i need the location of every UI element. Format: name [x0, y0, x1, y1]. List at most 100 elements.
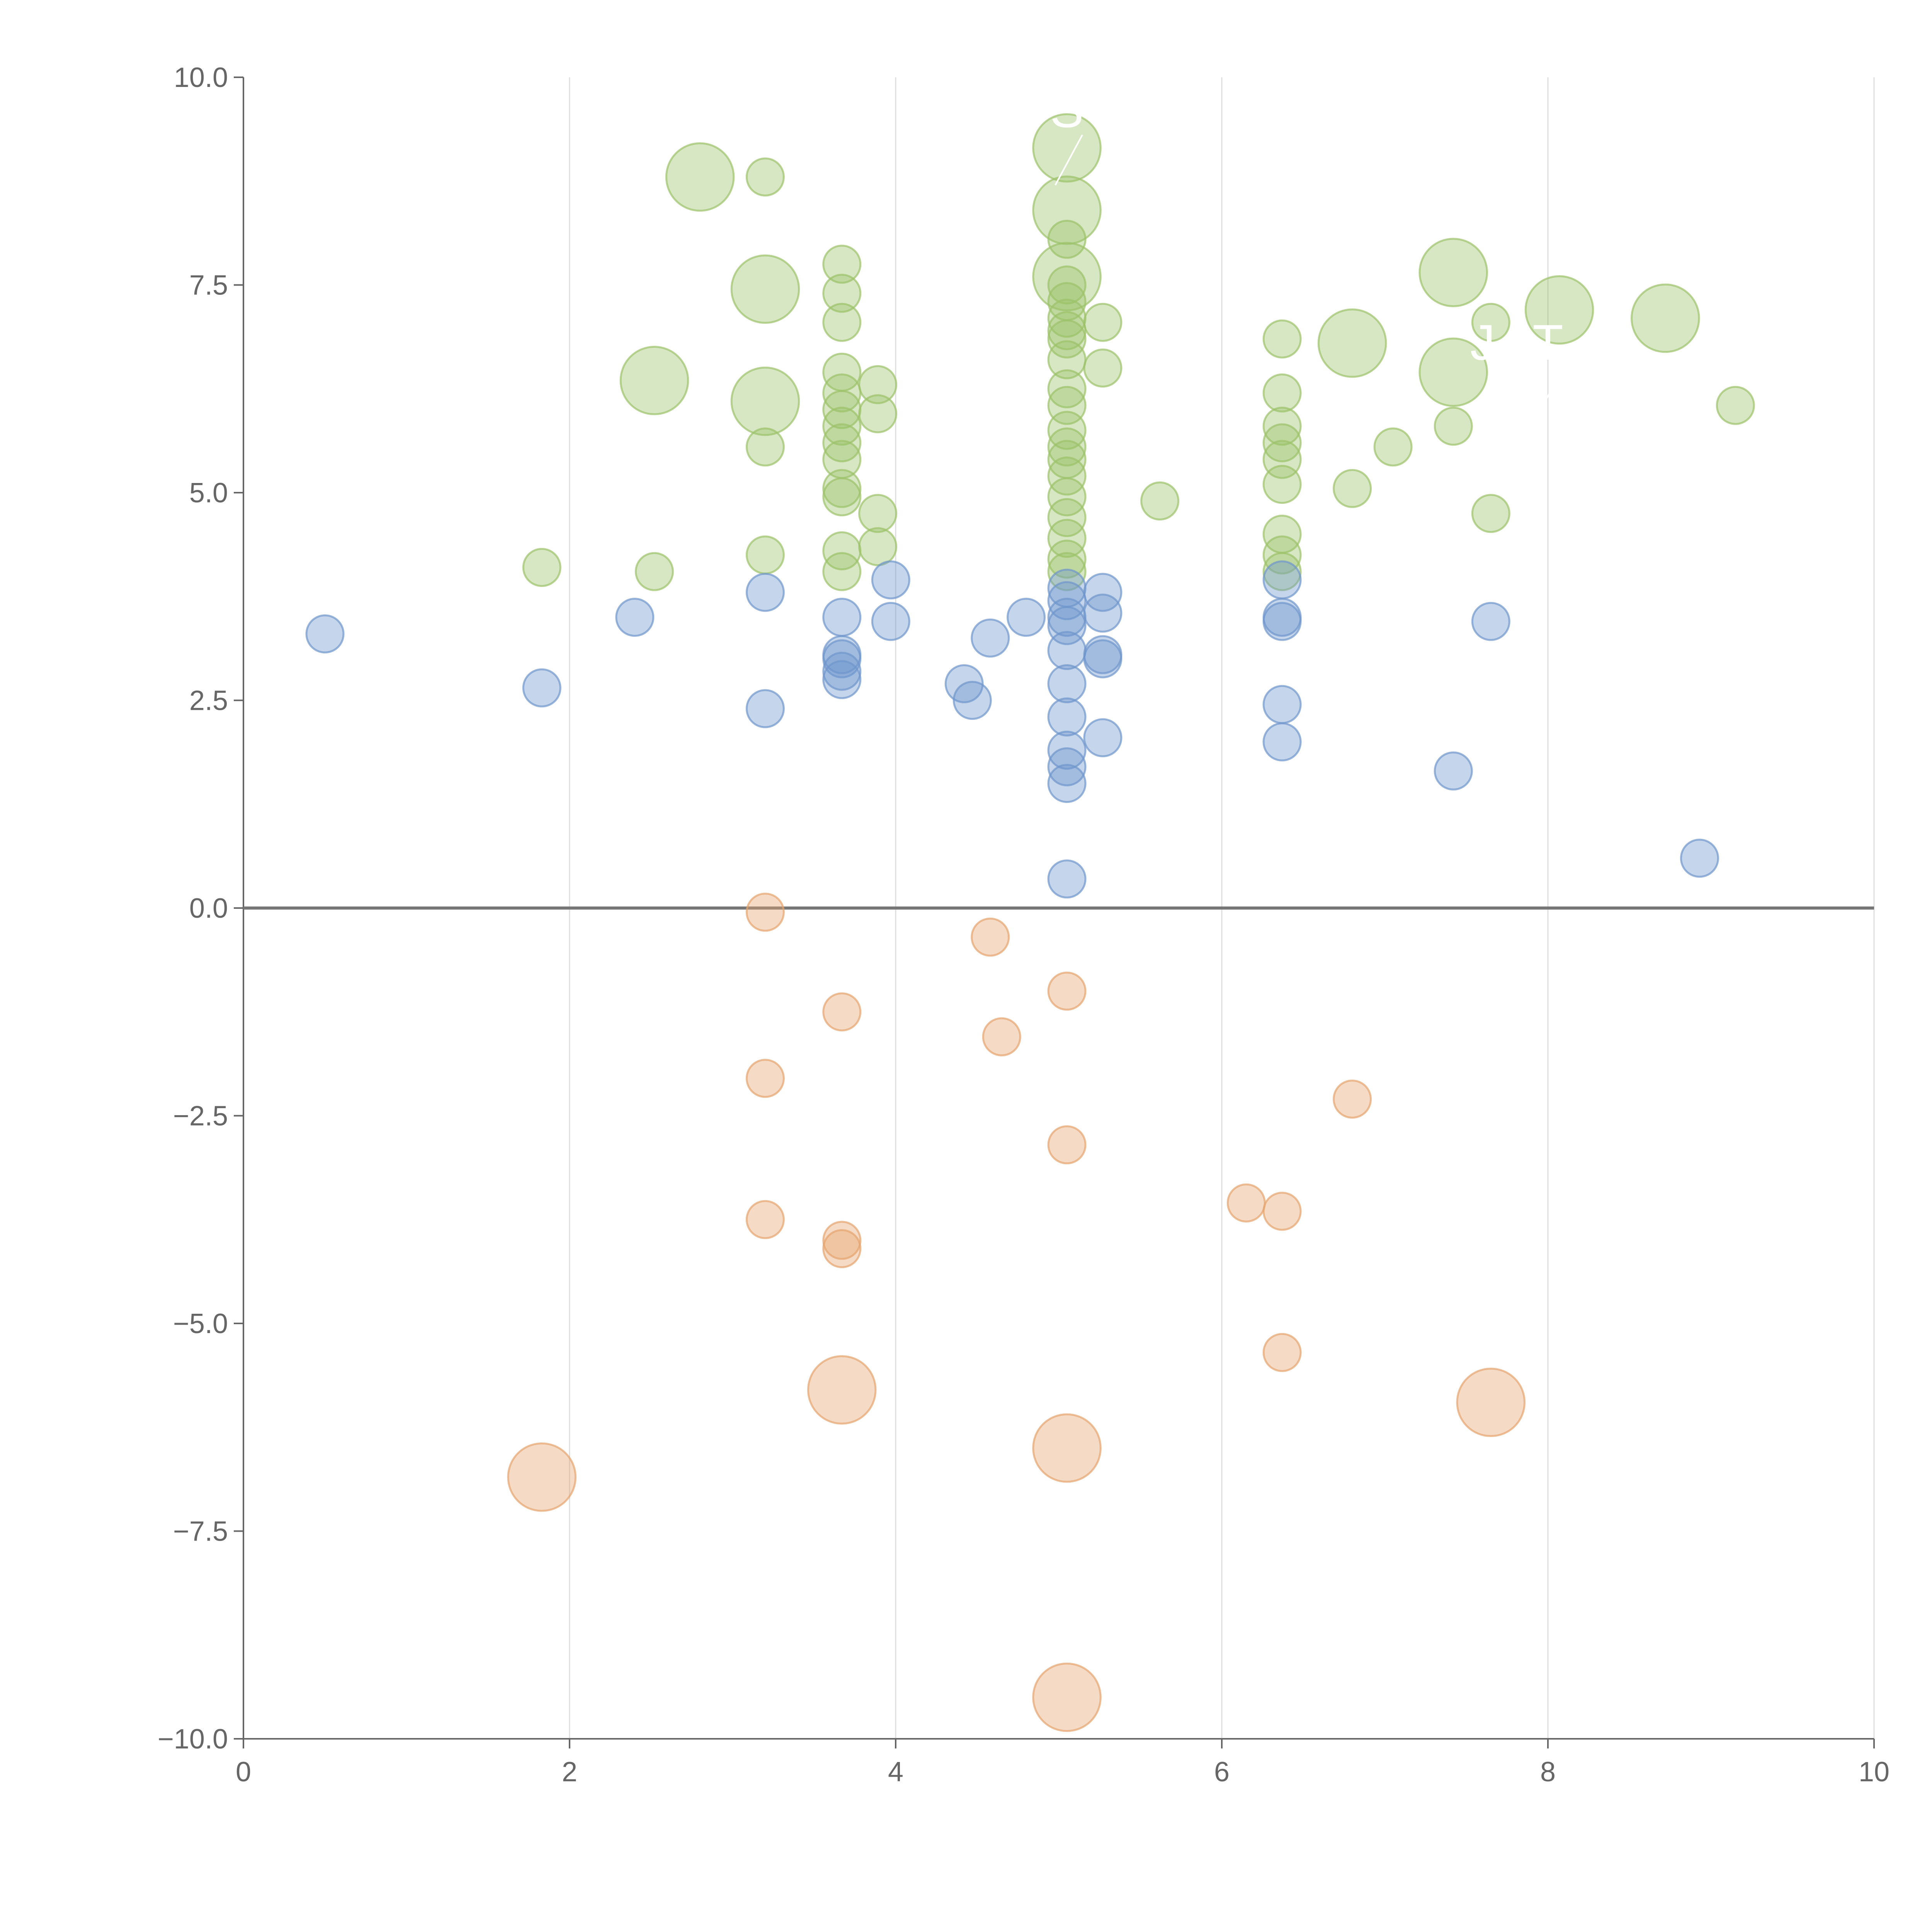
- x-tick-label: 0: [236, 1757, 251, 1787]
- blue-point: [1047, 764, 1087, 803]
- blue-point: [1262, 685, 1302, 724]
- blue-point: [1047, 631, 1087, 670]
- green-point: [822, 274, 862, 313]
- green-point: [858, 394, 898, 434]
- x-tick-label: 10: [1859, 1757, 1889, 1787]
- y-tick-label: 7.5: [189, 270, 228, 301]
- blue-point: [1262, 602, 1302, 641]
- green-point: [1333, 469, 1372, 508]
- green-point: [822, 469, 862, 508]
- orange-point: [1333, 1080, 1372, 1119]
- green-point: [745, 157, 785, 197]
- green-point: [822, 477, 862, 517]
- y-tick-label: 2.5: [189, 685, 228, 716]
- green-point: [1083, 303, 1122, 342]
- green-point: [1418, 238, 1488, 308]
- axis-layer: 10.0 7.5 5.0 2.5 0.0 −2.5 −5.0 −7.5 −10.0 0 2 4 6 8 10: [158, 62, 1889, 1787]
- green-point: [822, 245, 862, 284]
- orange-point: [507, 1442, 577, 1512]
- green-point: [1047, 477, 1087, 517]
- annotation-label: S: [1050, 82, 1084, 138]
- green-point: [1317, 308, 1387, 378]
- y-tick-label: 0.0: [189, 893, 228, 924]
- green-point: [1262, 552, 1302, 591]
- green-point: [1418, 337, 1488, 407]
- green-point: [745, 535, 785, 575]
- blue-point: [745, 573, 785, 612]
- green-point: [1471, 303, 1510, 342]
- blue-point: [745, 689, 785, 728]
- blue-point: [822, 651, 862, 691]
- green-point: [858, 365, 898, 404]
- green-point: [1047, 539, 1087, 579]
- green-point: [1047, 411, 1087, 450]
- orange-point: [1047, 1125, 1087, 1165]
- orange-point: [807, 1355, 877, 1425]
- green-point: [1140, 481, 1180, 520]
- blue-point: [952, 681, 992, 720]
- annotation-leader-line: [1536, 367, 1564, 418]
- orange-point: [1032, 1662, 1102, 1732]
- orange-point: [745, 893, 785, 932]
- orange-point: [822, 1229, 862, 1268]
- green-point: [1032, 175, 1102, 245]
- green-point: [1032, 113, 1102, 183]
- orange-point: [822, 992, 862, 1032]
- blue-point: [822, 598, 862, 637]
- green-point: [1047, 498, 1087, 537]
- green-point: [1631, 283, 1700, 353]
- green-point: [1434, 406, 1473, 446]
- points-layer: [305, 113, 1755, 1732]
- y-tick-label: −5.0: [173, 1308, 228, 1339]
- green-point: [1262, 406, 1302, 446]
- x-tick-label: 6: [1214, 1757, 1230, 1787]
- blue-point: [971, 618, 1010, 658]
- y-tick-label: −7.5: [173, 1516, 228, 1547]
- x-tick-label: 2: [562, 1757, 577, 1787]
- orange-point: [982, 1017, 1021, 1056]
- annotation-leader-line: [1470, 367, 1499, 418]
- blue-point: [1262, 560, 1302, 600]
- blue-point: [1262, 722, 1302, 762]
- green-point: [822, 303, 862, 342]
- annotation-label: T: [1532, 314, 1563, 371]
- orange-point: [745, 1059, 785, 1098]
- blue-point: [822, 639, 862, 679]
- blue-point: [1083, 639, 1122, 679]
- green-point: [745, 427, 785, 467]
- orange-point: [1262, 1192, 1302, 1231]
- annotation-leader-line: [1054, 134, 1083, 185]
- green-point: [1047, 369, 1087, 408]
- green-point: [1047, 319, 1087, 359]
- orange-point: [822, 1221, 862, 1260]
- orange-point: [1226, 1183, 1266, 1223]
- blue-point: [871, 560, 910, 600]
- green-point: [1262, 373, 1302, 413]
- green-point: [1373, 427, 1413, 467]
- blue-point: [615, 598, 655, 637]
- blue-point: [1047, 747, 1087, 786]
- x-tick-label: 4: [888, 1757, 903, 1787]
- green-point: [1524, 275, 1594, 345]
- annotation-layer: S J T: [1050, 82, 1564, 418]
- green-point: [1262, 465, 1302, 504]
- green-point: [1047, 552, 1087, 591]
- green-point: [1047, 265, 1087, 304]
- green-point: [634, 552, 674, 591]
- blue-point: [1471, 602, 1510, 641]
- green-point: [1047, 427, 1087, 467]
- blue-point: [1434, 751, 1473, 791]
- blue-point: [1083, 573, 1122, 612]
- blue-point: [1083, 594, 1122, 633]
- green-point: [1047, 219, 1087, 259]
- orange-point: [745, 1200, 785, 1239]
- blue-point: [1680, 838, 1719, 878]
- green-point: [1083, 349, 1122, 388]
- blue-point: [871, 602, 910, 641]
- green-point: [822, 423, 862, 463]
- y-tick-label: −2.5: [173, 1101, 228, 1132]
- green-point: [730, 366, 800, 436]
- blue-point: [305, 614, 345, 653]
- y-tick-label: 10.0: [174, 62, 228, 93]
- green-point: [665, 142, 735, 212]
